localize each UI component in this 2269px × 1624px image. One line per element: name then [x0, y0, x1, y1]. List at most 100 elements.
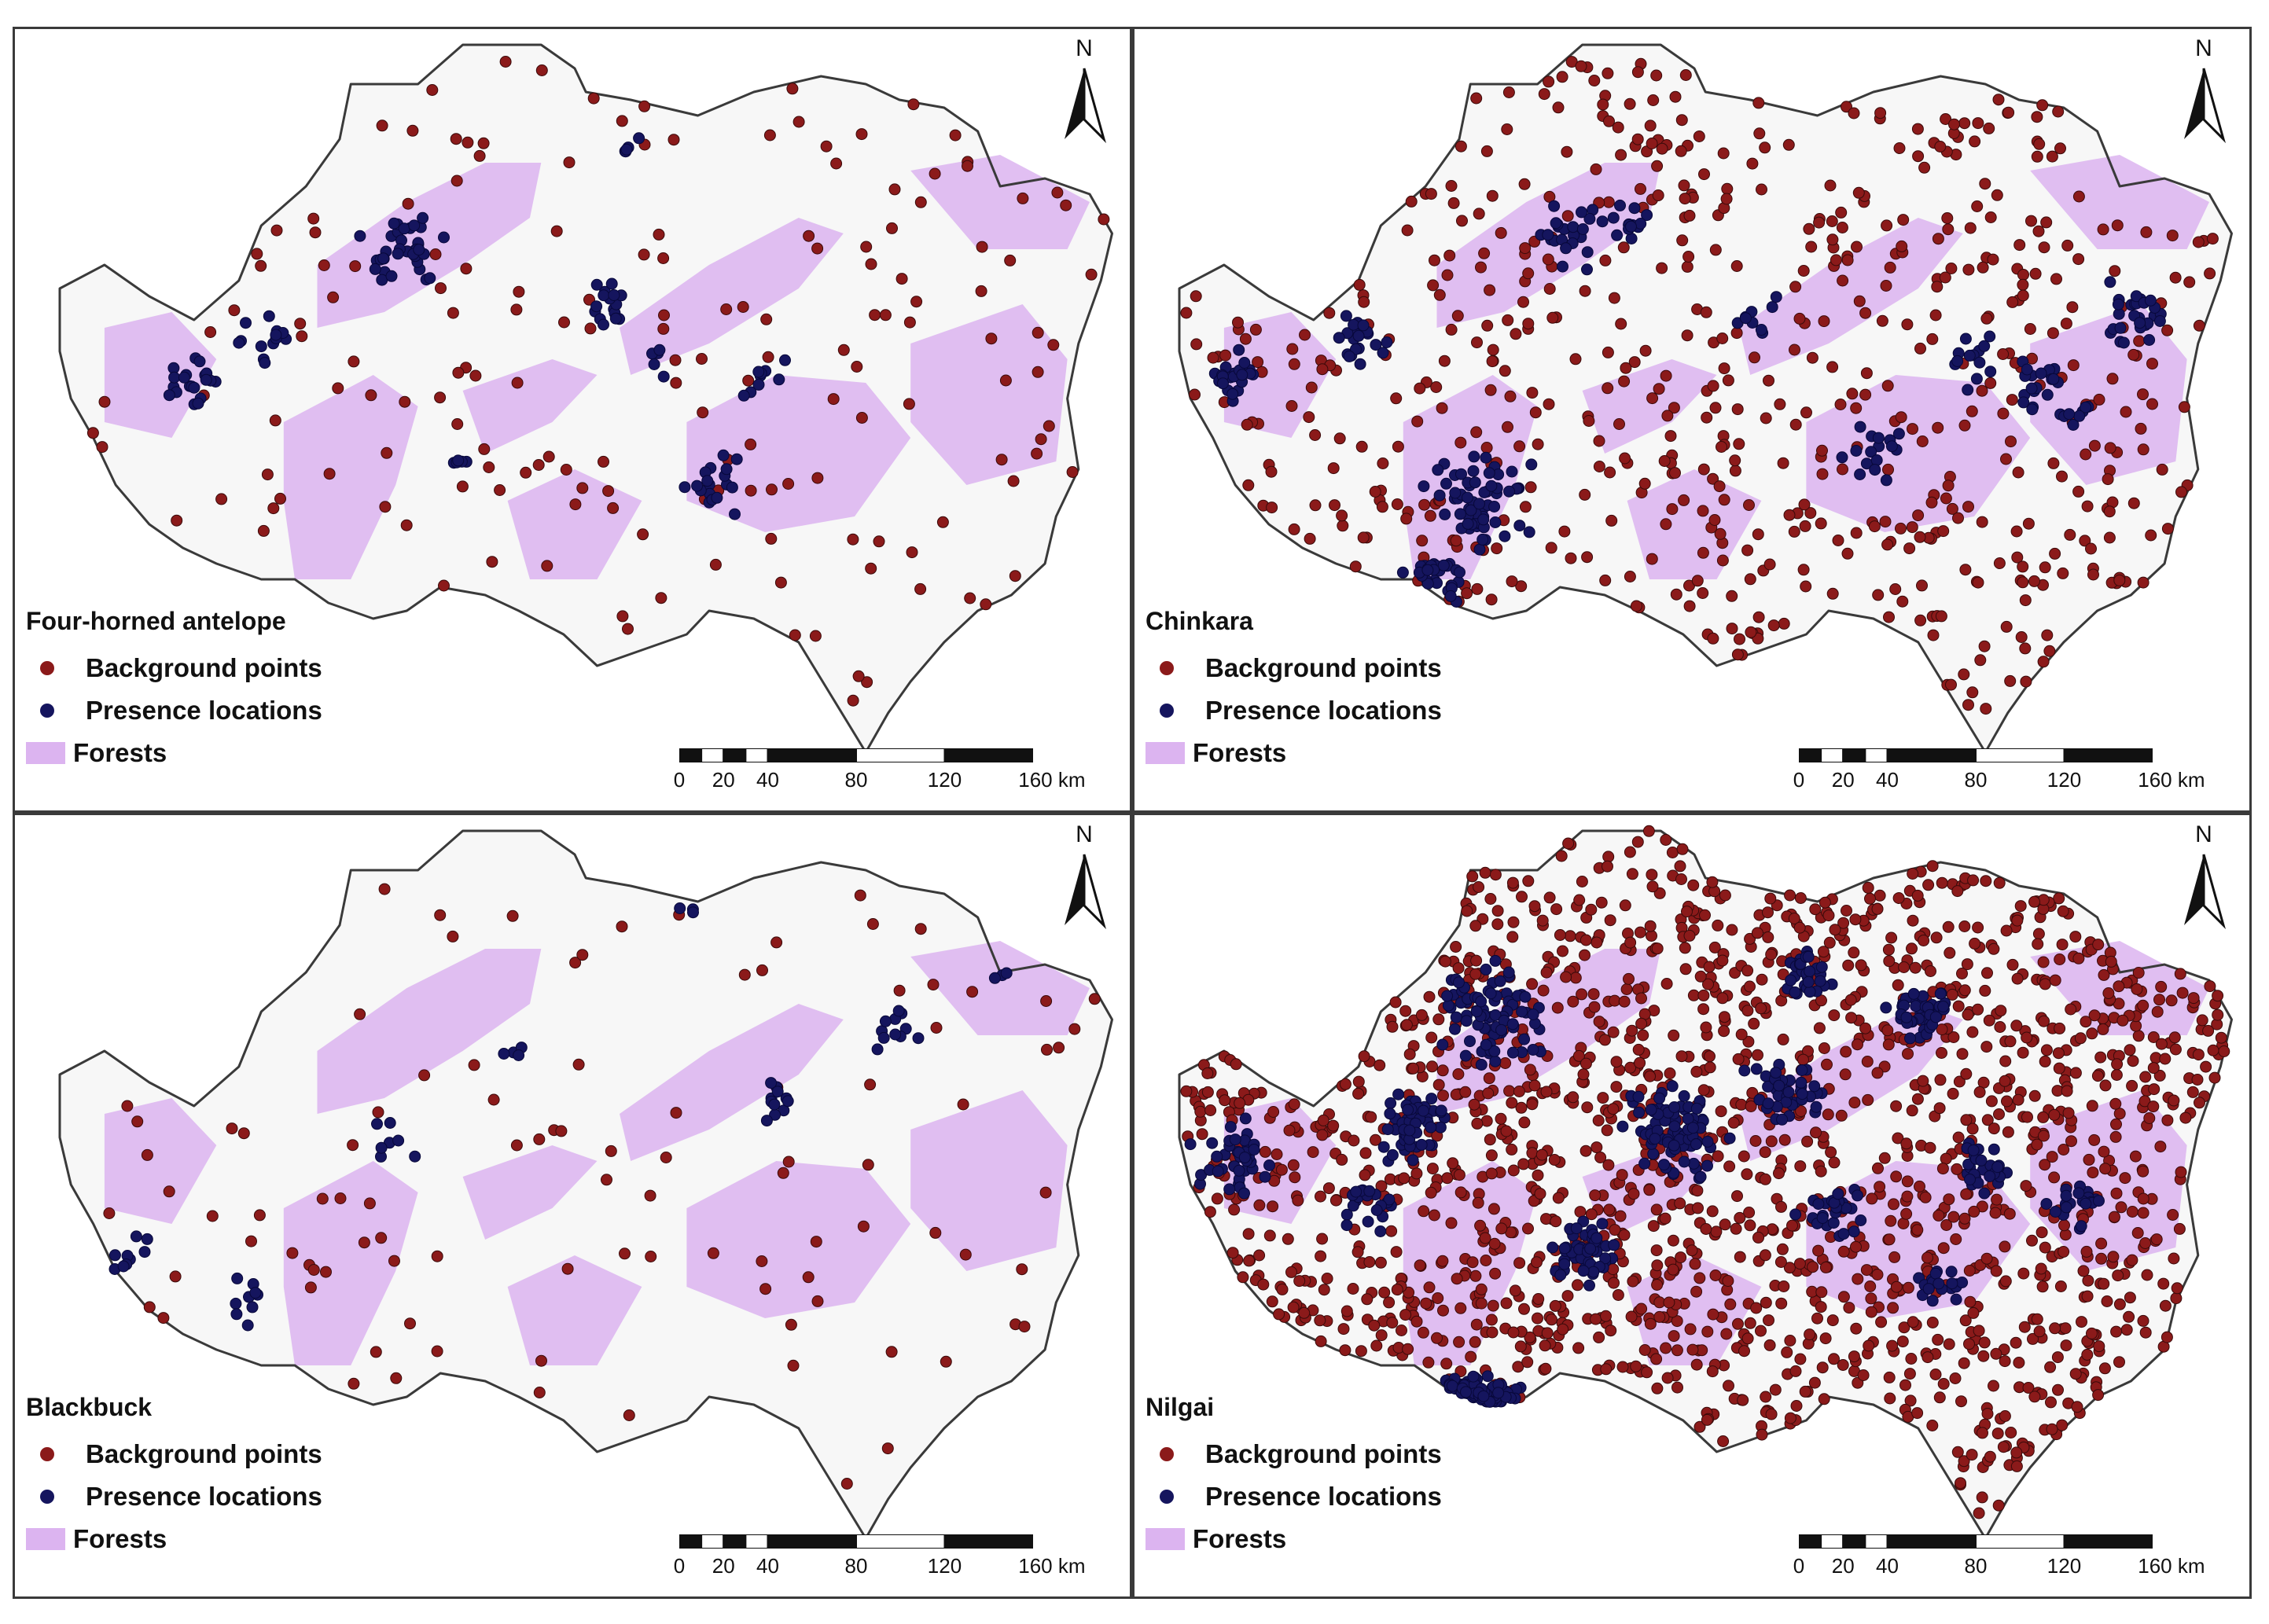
- background-point: [1651, 160, 1664, 172]
- background-point: [375, 1232, 388, 1244]
- background-point: [811, 1295, 824, 1307]
- presence-point: [1812, 1198, 1825, 1211]
- background-point: [1509, 1284, 1521, 1297]
- background-point: [2153, 994, 2165, 1006]
- background-point: [2010, 1336, 2022, 1349]
- scale-tick-label: 120: [2047, 768, 2082, 792]
- presence-point: [1518, 1033, 1531, 1045]
- background-point: [1881, 380, 1894, 392]
- background-point: [1577, 1068, 1590, 1081]
- background-point: [1967, 874, 1980, 887]
- legend-label: Presence locations: [86, 696, 322, 725]
- presence-point: [1348, 318, 1360, 331]
- background-point: [406, 124, 419, 137]
- background-point: [1944, 946, 1956, 959]
- presence-point: [1377, 347, 1389, 359]
- background-point: [1905, 1353, 1918, 1365]
- presence-point: [1421, 578, 1434, 590]
- background-point: [1850, 1240, 1862, 1253]
- background-point: [1288, 523, 1300, 535]
- background-point: [1793, 921, 1806, 934]
- background-point: [1609, 1224, 1621, 1236]
- background-point: [1219, 1094, 1231, 1107]
- background-point: [1602, 860, 1613, 873]
- background-point: [572, 1058, 585, 1071]
- background-point: [1752, 1231, 1764, 1244]
- background-point: [347, 1139, 359, 1152]
- background-point: [1479, 1232, 1491, 1244]
- background-point: [2168, 1252, 2180, 1265]
- background-point: [1399, 1309, 1412, 1321]
- presence-point: [1608, 1239, 1620, 1251]
- presence-point: [1363, 1185, 1376, 1197]
- background-point: [2060, 318, 2072, 330]
- background-point: [1585, 903, 1598, 916]
- presence-point: [375, 1141, 388, 1154]
- background-point: [1546, 311, 1559, 324]
- background-point: [1252, 356, 1264, 369]
- presence-point: [1340, 1219, 1353, 1232]
- background-point: [1437, 1089, 1449, 1102]
- background-point: [667, 134, 680, 146]
- background-point: [370, 1346, 382, 1358]
- background-point: [957, 1098, 969, 1111]
- background-point: [2159, 1053, 2172, 1065]
- background-point: [1741, 1005, 1754, 1017]
- background-point: [1414, 382, 1426, 395]
- background-point: [296, 330, 308, 343]
- background-point: [792, 116, 805, 128]
- background-point: [1848, 946, 1860, 959]
- presence-point: [1502, 966, 1515, 979]
- background-point: [1994, 1021, 2006, 1033]
- background-point: [1852, 186, 1865, 199]
- background-point: [2006, 958, 2019, 971]
- background-point: [1890, 1280, 1903, 1293]
- background-point: [1841, 254, 1854, 266]
- presence-point: [1488, 1045, 1501, 1057]
- background-point: [1239, 333, 1252, 345]
- background-point: [1249, 323, 1262, 336]
- background-point: [1593, 1331, 1605, 1343]
- presence-point: [1460, 1015, 1473, 1027]
- background-point: [1716, 441, 1727, 453]
- background-point: [400, 519, 413, 531]
- presence-point-symbol: [1160, 1490, 1174, 1504]
- presence-point: [385, 270, 398, 282]
- background-point: [1956, 1048, 1969, 1060]
- background-point: [1253, 1249, 1266, 1262]
- background-point: [1749, 351, 1760, 364]
- background-point: [1741, 964, 1754, 977]
- background-point: [1315, 1335, 1327, 1347]
- background-point: [1386, 1020, 1399, 1033]
- background-point: [1992, 94, 2005, 106]
- background-point: [1576, 988, 1588, 1001]
- background-point: [2039, 561, 2051, 574]
- background-point: [1958, 984, 1971, 997]
- presence-point: [674, 902, 686, 914]
- presence-point: [1464, 1035, 1476, 1048]
- background-point: [1652, 189, 1664, 201]
- background-point: [855, 412, 868, 424]
- background-point: [1966, 1449, 1978, 1461]
- background-point: [2113, 980, 2125, 993]
- background-point: [1470, 92, 1483, 105]
- background-point: [2031, 111, 2043, 123]
- background-point: [1812, 1244, 1825, 1257]
- background-point: [434, 391, 447, 404]
- background-point: [1978, 640, 1991, 652]
- background-point: [1361, 1293, 1374, 1306]
- background-point: [2169, 1043, 2182, 1056]
- background-point: [1506, 1097, 1518, 1109]
- background-point: [1484, 893, 1497, 905]
- background-point: [2175, 1166, 2187, 1178]
- background-point: [2154, 1141, 2167, 1153]
- presence-point: [392, 1134, 405, 1147]
- background-point: [462, 136, 474, 149]
- presence-point: [1907, 987, 1920, 1000]
- background-point: [1793, 312, 1806, 325]
- background-point: [759, 1283, 772, 1295]
- background-point: [2099, 1163, 2112, 1175]
- background-point: [1541, 1327, 1554, 1339]
- background-point: [1716, 954, 1729, 967]
- scale-bar: [1799, 748, 2153, 762]
